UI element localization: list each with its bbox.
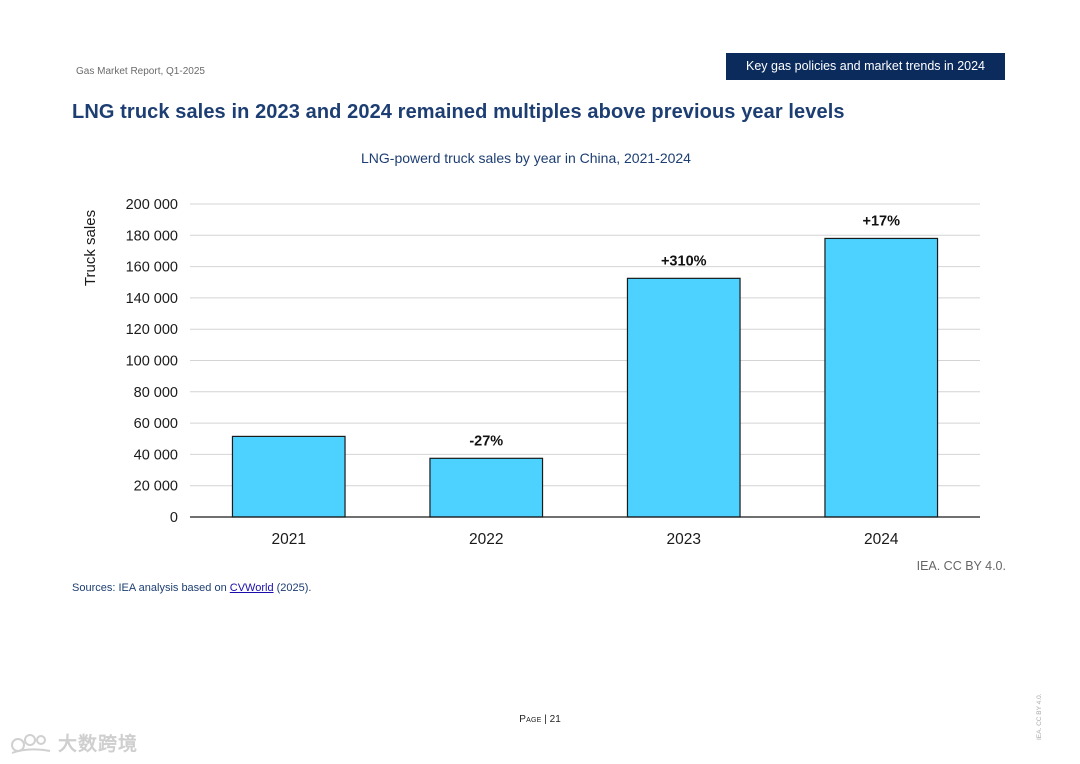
bar-2022 (429, 457, 544, 518)
x-tick-label: 2023 (667, 531, 701, 548)
y-tick-labels: 0 20 000 40 000 60 000 80 000 100 000 120 000 1… (126, 197, 178, 526)
cvworld-link[interactable]: CVWorld (229, 582, 274, 594)
sources-prefix: Sources: IEA analysis based on (72, 582, 230, 594)
sources-note: Sources: IEA analysis based on CVWorld (… (72, 582, 312, 594)
bar-annotation-2024: +17% (863, 213, 901, 229)
y-axis-label: Truck sales (82, 210, 99, 286)
y-tick-label: 40 000 (134, 447, 178, 463)
y-tick-label: 80 000 (134, 385, 178, 401)
page-label: Page (519, 714, 542, 725)
bar-2024 (824, 237, 939, 518)
x-tick-labels: 2021 2022 2023 2024 (272, 531, 899, 548)
chart-title: LNG-powerd truck sales by year in China,… (361, 150, 691, 166)
page-title: LNG truck sales in 2023 and 2024 remaine… (72, 101, 845, 123)
y-tick-label: 160 000 (126, 260, 178, 276)
y-tick-label: 0 (170, 510, 178, 526)
y-tick-label: 20 000 (134, 479, 178, 495)
page-number-value: 21 (549, 714, 561, 725)
bar-chart: 0 20 000 40 000 60 000 80 000 100 000 120 000 1… (82, 197, 980, 548)
y-tick-label: 60 000 (134, 416, 178, 432)
sources-suffix: (2025). (273, 582, 312, 594)
y-tick-label: 180 000 (126, 228, 178, 244)
credit: IEA. CC BY 4.0. (916, 559, 1006, 573)
bar-annotations: -27% +310% +17% (469, 213, 900, 449)
watermark: 大数跨境 (10, 729, 138, 756)
watermark-text: 大数跨境 (58, 734, 139, 755)
vertical-license: IEA. CC BY 4.0. (1036, 693, 1043, 740)
section-banner: Key gas policies and market trends in 20… (726, 53, 1005, 80)
x-tick-label: 2021 (272, 531, 306, 548)
y-tick-label: 140 000 (126, 291, 178, 307)
y-tick-label: 200 000 (126, 197, 178, 213)
bar-annotation-2023: +310% (661, 253, 707, 269)
watermark-logo-icon (11, 733, 51, 754)
x-tick-label: 2024 (864, 531, 899, 548)
y-tick-label: 100 000 (126, 354, 178, 370)
bar-2021 (231, 435, 346, 518)
report-name: Gas Market Report, Q1-2025 (76, 66, 205, 77)
y-tick-label: 120 000 (126, 322, 178, 338)
bar-2023 (626, 277, 741, 518)
page-number: Page | 21 (519, 714, 561, 725)
bar-annotation-2022: -27% (469, 433, 503, 449)
x-tick-label: 2022 (469, 531, 503, 548)
bars (231, 237, 939, 518)
